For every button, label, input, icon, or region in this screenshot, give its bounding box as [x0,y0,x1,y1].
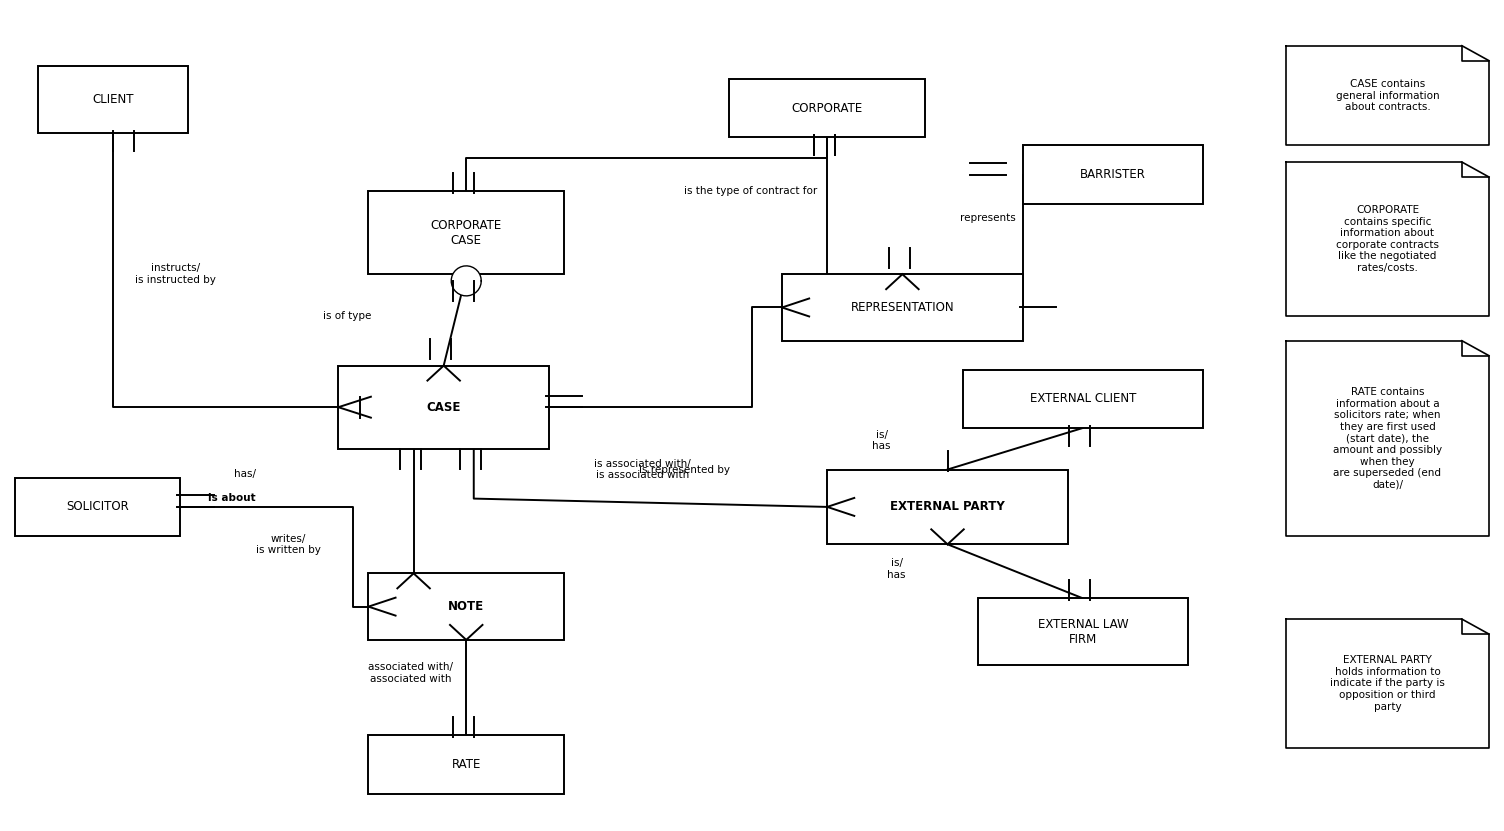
Text: CASE contains
general information
about contracts.: CASE contains general information about … [1336,79,1439,112]
Text: CORPORATE: CORPORATE [791,101,863,115]
Bar [338,366,549,449]
Bar [963,370,1203,428]
Text: writes/
is written by: writes/ is written by [256,534,320,555]
Polygon shape [1286,341,1489,536]
Bar [368,573,564,640]
Text: is represented by: is represented by [639,465,731,475]
Text: EXTERNAL CLIENT: EXTERNAL CLIENT [1030,392,1136,406]
Text: associated with/
associated with: associated with/ associated with [368,662,454,684]
Text: is of type: is of type [323,311,371,321]
Text: is associated with/
is associated with: is associated with/ is associated with [594,459,690,480]
Text: EXTERNAL PARTY: EXTERNAL PARTY [890,500,1005,514]
Text: CLIENT: CLIENT [92,93,134,106]
Text: is/
has: is/ has [887,558,905,580]
Text: CORPORATE
CASE: CORPORATE CASE [430,219,502,247]
Bar [1023,145,1203,204]
Text: is/
has: is/ has [872,430,890,451]
Text: instructs/
is instructed by: instructs/ is instructed by [135,263,217,285]
Bar [729,79,925,137]
Text: CASE: CASE [427,401,460,414]
Bar [38,66,188,133]
Text: SOLICITOR: SOLICITOR [66,500,129,514]
Text: REPRESENTATION: REPRESENTATION [851,301,954,314]
Text: has/: has/ [233,470,256,479]
Text: represents: represents [960,213,1015,223]
Polygon shape [451,266,481,296]
Text: EXTERNAL LAW
FIRM: EXTERNAL LAW FIRM [1038,617,1128,646]
Text: NOTE: NOTE [448,600,484,613]
Text: is about: is about [208,493,256,503]
Bar [978,598,1188,665]
Text: CORPORATE
contains specific
information about
corporate contracts
like the negot: CORPORATE contains specific information … [1336,205,1439,273]
Text: BARRISTER: BARRISTER [1080,168,1146,181]
Polygon shape [1286,162,1489,316]
Bar [368,735,564,794]
Bar [15,478,180,536]
Text: EXTERNAL PARTY
holds information to
indicate if the party is
opposition or third: EXTERNAL PARTY holds information to indi… [1330,656,1445,711]
Text: RATE contains
information about a
solicitors rate; when
they are first used
(sta: RATE contains information about a solici… [1333,387,1442,489]
Polygon shape [1286,46,1489,145]
Bar [368,191,564,274]
Text: RATE: RATE [451,758,481,771]
Bar [782,274,1023,341]
Text: is the type of contract for: is the type of contract for [684,186,818,196]
Polygon shape [1286,619,1489,748]
Bar [827,470,1068,544]
